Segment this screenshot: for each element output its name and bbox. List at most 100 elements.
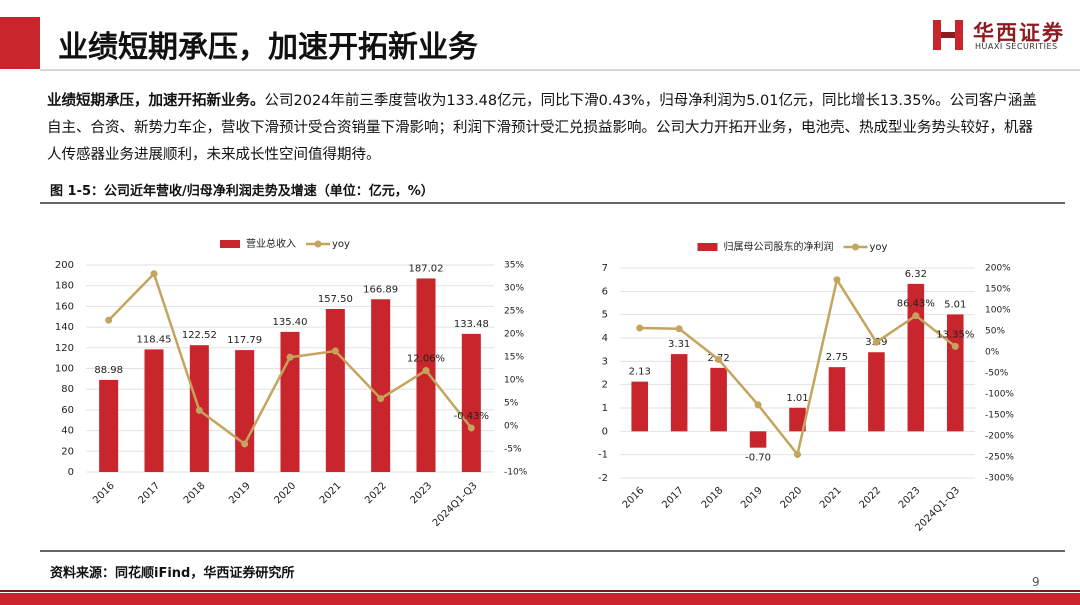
legend: 营业总收入 yoy [220, 237, 350, 250]
logo-name: 华西证券 [973, 21, 1065, 45]
x-tick-label: 2023 [408, 480, 434, 506]
bar-label: 133.48 [454, 319, 489, 330]
y2-tick-label: -100% [985, 390, 1014, 400]
line-label: 86.43% [897, 299, 935, 310]
y2-tick-label: 200% [985, 264, 1011, 274]
bar [416, 278, 436, 472]
slide-title: 业绩短期承压，加速开拓新业务 [58, 30, 478, 65]
y-tick-label: 20 [61, 446, 74, 457]
x-tick-label: 2017 [660, 485, 686, 511]
bar-label: 117.79 [227, 335, 262, 346]
line-point [636, 324, 644, 332]
bar-label: 118.45 [137, 334, 172, 345]
x-tick-label: 2016 [621, 485, 647, 511]
x-tick-label: 2023 [897, 485, 923, 511]
bar [99, 379, 119, 472]
line-point [286, 353, 294, 361]
x-tick-label: 2018 [182, 480, 208, 506]
x-tick-label: 2020 [272, 480, 298, 506]
y2-tick-label: 100% [985, 306, 1011, 316]
x-tick-label: 2021 [318, 480, 344, 506]
line-point [241, 440, 249, 448]
y2-tick-label: 150% [985, 285, 1011, 295]
y2-tick-label: -200% [985, 432, 1014, 442]
line-point [422, 367, 430, 375]
line-label: 13.35% [936, 329, 974, 340]
line-point [872, 338, 880, 346]
bar [749, 431, 767, 448]
y2-tick-label: -250% [985, 453, 1014, 463]
bar-label: 1.01 [786, 393, 808, 404]
bar-label: 135.40 [273, 317, 308, 328]
x-tick-label: 2022 [363, 480, 389, 506]
x-tick-label: 2016 [91, 480, 117, 506]
bar [789, 407, 806, 432]
bar-label: 2.75 [826, 352, 848, 363]
line-point [105, 316, 113, 324]
y-tick-label: -1 [598, 450, 608, 461]
y-tick-label: 80 [61, 384, 74, 395]
x-tick-label: 2022 [857, 485, 883, 511]
x-tick-label: 2020 [779, 485, 805, 511]
y-tick-label: 180 [55, 281, 74, 292]
bar-label: 6.32 [905, 269, 927, 280]
y-tick-label: 1 [602, 403, 608, 414]
bar-label: 88.98 [94, 365, 123, 376]
legend: 归属母公司股东的净利润 yoy [697, 240, 888, 253]
line-point [150, 270, 158, 278]
y2-tick-label: 10% [504, 376, 524, 386]
y2-tick-label: -10% [504, 468, 528, 478]
y-tick-label: 3 [602, 356, 608, 367]
y2-tick-label: -300% [985, 474, 1014, 484]
y-tick-label: 40 [61, 426, 74, 437]
y-tick-label: 0 [602, 426, 608, 437]
y-tick-label: 200 [55, 260, 74, 271]
bar [670, 354, 688, 432]
bar-label: 157.50 [318, 294, 353, 305]
y-tick-label: 2 [602, 380, 608, 391]
y-tick-label: 100 [55, 364, 74, 375]
line-point [754, 401, 762, 409]
y-tick-label: 60 [61, 405, 74, 416]
bar-label: 166.89 [363, 284, 398, 295]
y2-tick-label: 50% [985, 327, 1005, 337]
y-tick-label: 120 [55, 343, 74, 354]
line-point [377, 395, 385, 403]
legend-swatch [314, 240, 322, 248]
y2-tick-label: -5% [504, 445, 522, 455]
bar [828, 367, 846, 432]
line-point [912, 312, 920, 320]
y-tick-label: 140 [55, 322, 74, 333]
footer-band [0, 593, 1080, 605]
y-tick-label: 5 [602, 310, 608, 321]
y-tick-label: 160 [55, 301, 74, 312]
bar [371, 299, 391, 472]
bar-label: -0.70 [745, 453, 771, 464]
bar [280, 331, 300, 472]
y2-tick-label: 20% [504, 330, 524, 340]
line-point [715, 355, 723, 363]
y2-tick-label: 0% [504, 422, 519, 432]
legend-label: yoy [870, 242, 888, 253]
bar [461, 333, 481, 472]
bar [710, 367, 727, 432]
bar-label: 5.01 [944, 299, 966, 310]
logo-subtitle: HUAXI SECURITIES [975, 42, 1058, 51]
figure-caption: 图 1-5：公司近年营收/归母净利润走势及增速（单位：亿元，%） [50, 184, 434, 199]
x-tick-label: 2019 [227, 480, 253, 506]
x-tick-label: 2017 [136, 480, 162, 506]
line-point [195, 406, 203, 414]
legend-label: yoy [332, 239, 350, 250]
y-tick-label: 6 [602, 286, 608, 297]
line-point [467, 424, 475, 432]
y2-tick-label: 5% [504, 399, 519, 409]
x-tick-label: 2024Q1-Q3 [431, 480, 480, 529]
paragraph-body: 公司2024年前三季度营收为133.48亿元，同比下滑0.43%，归母净利润为5… [47, 93, 1037, 163]
line-point [331, 347, 339, 355]
y2-tick-label: -50% [985, 369, 1009, 379]
legend-label: 归属母公司股东的净利润 [724, 240, 834, 253]
bar-label: 187.02 [409, 263, 444, 274]
x-tick-label: 2021 [818, 485, 844, 511]
